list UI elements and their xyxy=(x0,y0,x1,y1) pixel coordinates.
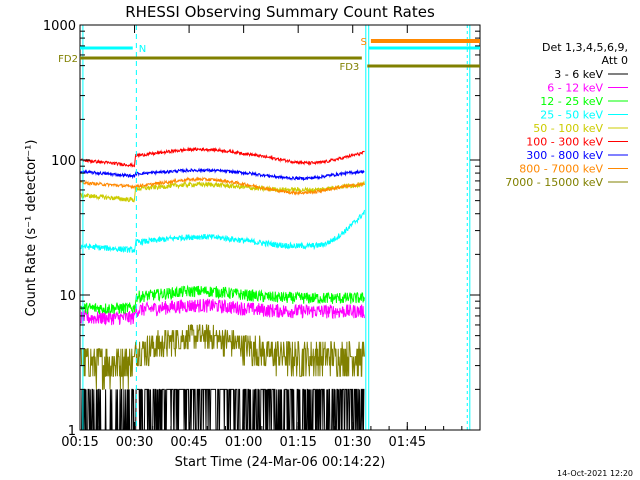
flag-label-fd2: FD2 xyxy=(58,54,78,65)
legend-entry-3: 25 - 50 keV xyxy=(540,109,603,122)
series-line-2 xyxy=(80,284,365,315)
x-tick-label: 00:45 xyxy=(170,435,207,450)
axes xyxy=(79,24,481,431)
legend-entry-1: 6 - 12 keV xyxy=(547,82,603,95)
plot-frame xyxy=(79,24,481,431)
x-axis-label: Start Time (24-Mar-06 00:14:22) xyxy=(175,455,386,470)
series-line-0 xyxy=(80,388,365,431)
x-tick-label: 01:15 xyxy=(279,435,316,450)
series-line-3 xyxy=(80,209,365,254)
series-line-5 xyxy=(80,146,365,168)
legend-entry-6: 300 - 800 keV xyxy=(526,149,603,162)
legend-entry-2: 12 - 25 keV xyxy=(540,95,603,108)
plot-lines xyxy=(80,25,471,431)
x-tick-label: 01:30 xyxy=(334,435,371,450)
x-tick-label: 00:15 xyxy=(61,435,98,450)
legend-entry-0: 3 - 6 keV xyxy=(554,68,603,81)
x-tick-label: 00:30 xyxy=(116,435,153,450)
x-tick-label: 01:45 xyxy=(389,435,426,450)
series-line-7 xyxy=(80,176,365,196)
flag-label-s: S xyxy=(361,37,367,48)
legend-entry-4: 50 - 100 keV xyxy=(533,122,603,135)
y-tick-label: 1000 xyxy=(43,19,76,34)
y-tick-label: 1 xyxy=(68,424,76,439)
ticks: 00:15 00:30 00:45 01:00 01:15 01:30 01:45 1 10 10… xyxy=(43,19,481,450)
series-line-6 xyxy=(80,167,365,182)
y-tick-label: 10 xyxy=(59,289,76,304)
legend-entry-7: 800 - 7000 keV xyxy=(519,163,603,176)
y-tick-label: 100 xyxy=(51,154,76,169)
y-axis-label: Count Rate (s⁻¹ detector⁻¹) xyxy=(24,140,39,317)
legend-entry-5: 100 - 300 keV xyxy=(526,136,603,149)
footer-timestamp: 14-Oct-2021 12:20 xyxy=(557,469,633,478)
chart-title: RHESSI Observing Summary Count Rates xyxy=(125,3,435,21)
x-tick-label: 01:00 xyxy=(225,435,262,450)
legend-entry-8: 7000 - 15000 keV xyxy=(505,176,603,189)
legend-header-line-2: Att 0 xyxy=(602,54,628,67)
flag-label-fd3: FD3 xyxy=(339,62,359,73)
flag-label-n: N xyxy=(139,44,146,55)
series-line-8 xyxy=(80,324,365,390)
series-line-1 xyxy=(80,298,365,326)
legend-header-line-1: Det 1,3,4,5,6,9, xyxy=(542,41,628,54)
flag-layer: N S FD2 FD3 xyxy=(58,37,480,73)
